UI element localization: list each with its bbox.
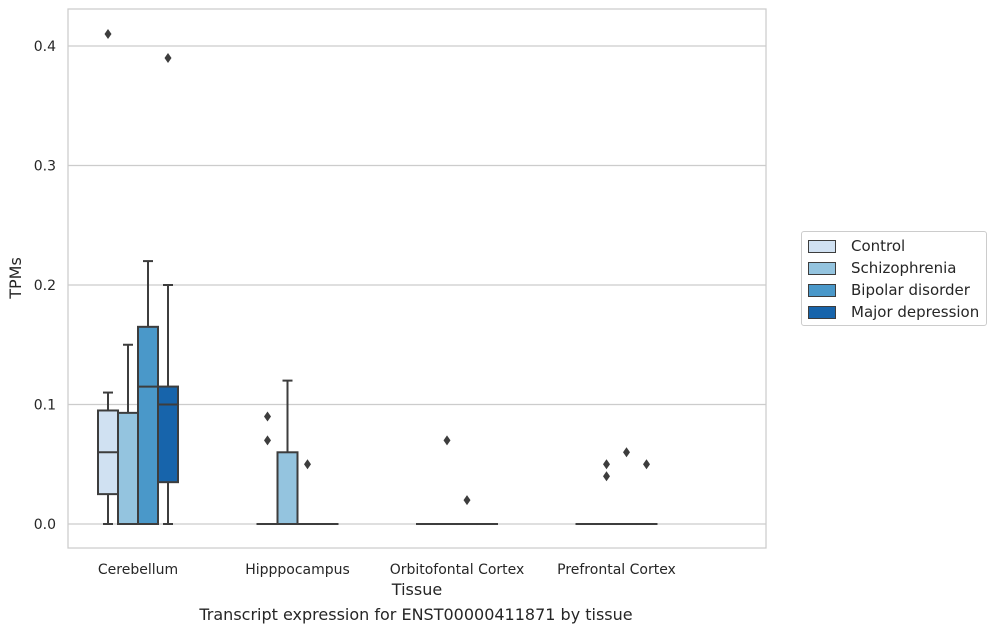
chart-caption: Transcript expression for ENST0000041187… [199, 605, 633, 624]
box-rect [157, 385, 179, 484]
y-tick-labels: 0.0 0.1 0.2 0.3 0.4 [34, 39, 56, 533]
outlier-point [264, 435, 271, 446]
y-tick-label: 0.1 [34, 398, 56, 414]
outlier-point [603, 471, 610, 482]
outlier-point [104, 29, 112, 40]
y-tick-label: 0.4 [34, 39, 56, 55]
x-tick-label: Prefrontal Cortex [557, 562, 676, 578]
legend-label-control: Control [851, 237, 906, 255]
legend: Control Schizophrenia Bipolar disorder M… [801, 231, 987, 326]
legend-item-major-depression: Major depression [808, 302, 979, 322]
box-rect [276, 451, 299, 525]
box-control [97, 29, 119, 525]
box-rect [137, 325, 159, 526]
outlier-point [304, 459, 311, 470]
legend-item-control: Control [808, 236, 905, 256]
outlier-point [164, 52, 172, 63]
outlier-point [443, 435, 451, 446]
legend-swatch-schizophrenia [808, 261, 836, 275]
outlier-point [643, 459, 650, 470]
legend-label-major-depression: Major depression [851, 303, 980, 321]
y-tick-label: 0.3 [34, 159, 56, 175]
x-tick-labels: Cerebellum Hipppocampus Orbitofontal Corte… [98, 562, 676, 578]
box-groups [97, 29, 658, 526]
outlier-point [623, 447, 630, 458]
y-axis-label: TPMs [6, 257, 25, 300]
box-major-depression [635, 459, 658, 526]
box-bipolar-disorder [456, 495, 478, 526]
legend-label-bipolar-disorder: Bipolar disorder [851, 281, 970, 299]
outlier-point [603, 459, 610, 470]
plot-frame [67, 8, 767, 549]
outlier-point [463, 495, 471, 506]
x-tick-label: Hipppocampus [245, 562, 350, 578]
legend-item-schizophrenia: Schizophrenia [808, 258, 956, 278]
x-tick-label: Cerebellum [98, 562, 178, 578]
legend-swatch-control [808, 239, 836, 253]
box-rect [117, 411, 139, 525]
legend-swatch-major-depression [808, 305, 836, 319]
box-control [256, 411, 279, 526]
plot-background [68, 9, 766, 548]
x-axis-label: Tissue [391, 580, 442, 599]
outlier-point [264, 411, 271, 422]
legend-item-bipolar-disorder: Bipolar disorder [808, 280, 970, 300]
y-tick-label: 0.0 [34, 517, 56, 533]
x-tick-label: Orbitofontal Cortex [390, 562, 525, 578]
legend-swatch-bipolar-disorder [808, 283, 836, 297]
box-schizophrenia [595, 459, 618, 526]
y-tick-label: 0.2 [34, 278, 56, 294]
box-major-depression [157, 52, 179, 525]
box-schizophrenia [276, 379, 299, 525]
legend-label-schizophrenia: Schizophrenia [851, 259, 957, 277]
